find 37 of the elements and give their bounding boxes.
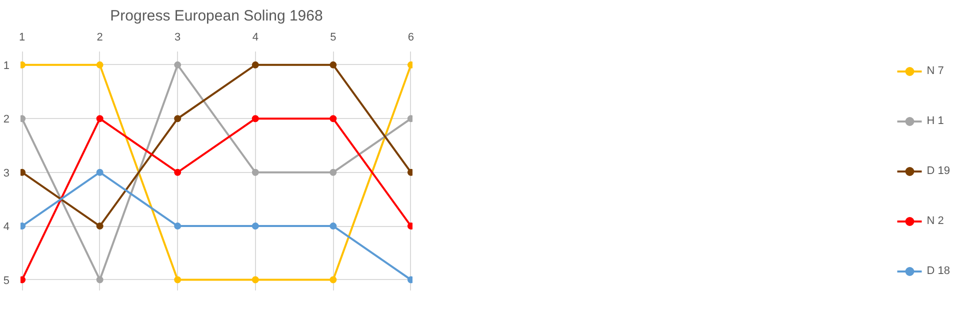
- x-tick-label: 3: [174, 32, 181, 44]
- point: [96, 276, 104, 284]
- y-tick-label: 4: [3, 221, 10, 234]
- point: [174, 61, 182, 68]
- x-tick-label: 6: [408, 32, 414, 44]
- y-tick-label: 1: [3, 60, 10, 72]
- point: [330, 115, 337, 122]
- point: [252, 115, 259, 122]
- legend-label: D 18: [926, 265, 950, 277]
- y-tick-label: 3: [3, 167, 10, 180]
- point: [330, 276, 337, 284]
- x-tick-label: 5: [330, 32, 336, 44]
- point: [96, 168, 104, 176]
- point: [96, 222, 104, 230]
- legend-label: H 1: [926, 115, 945, 127]
- x-tick-label: 2: [96, 32, 103, 44]
- legend-label: N 7: [926, 65, 945, 77]
- y-tick-label: 2: [3, 114, 10, 126]
- point: [252, 168, 259, 176]
- legend-label: N 2: [926, 215, 945, 227]
- y-tick-label: 5: [3, 274, 10, 287]
- point: [252, 276, 259, 284]
- point: [252, 222, 259, 230]
- point: [174, 168, 182, 176]
- legend-label: D 19: [926, 165, 950, 177]
- point: [96, 61, 104, 68]
- point: [96, 115, 104, 122]
- point: [330, 222, 337, 230]
- point: [174, 222, 182, 230]
- point: [252, 61, 259, 68]
- x-tick-label: 1: [18, 32, 26, 44]
- point: [174, 276, 182, 284]
- chart-title: Progress European Soling 1968: [110, 8, 323, 24]
- x-tick-label: 4: [252, 32, 258, 44]
- point: [330, 61, 337, 68]
- point: [174, 115, 182, 122]
- point: [330, 168, 337, 176]
